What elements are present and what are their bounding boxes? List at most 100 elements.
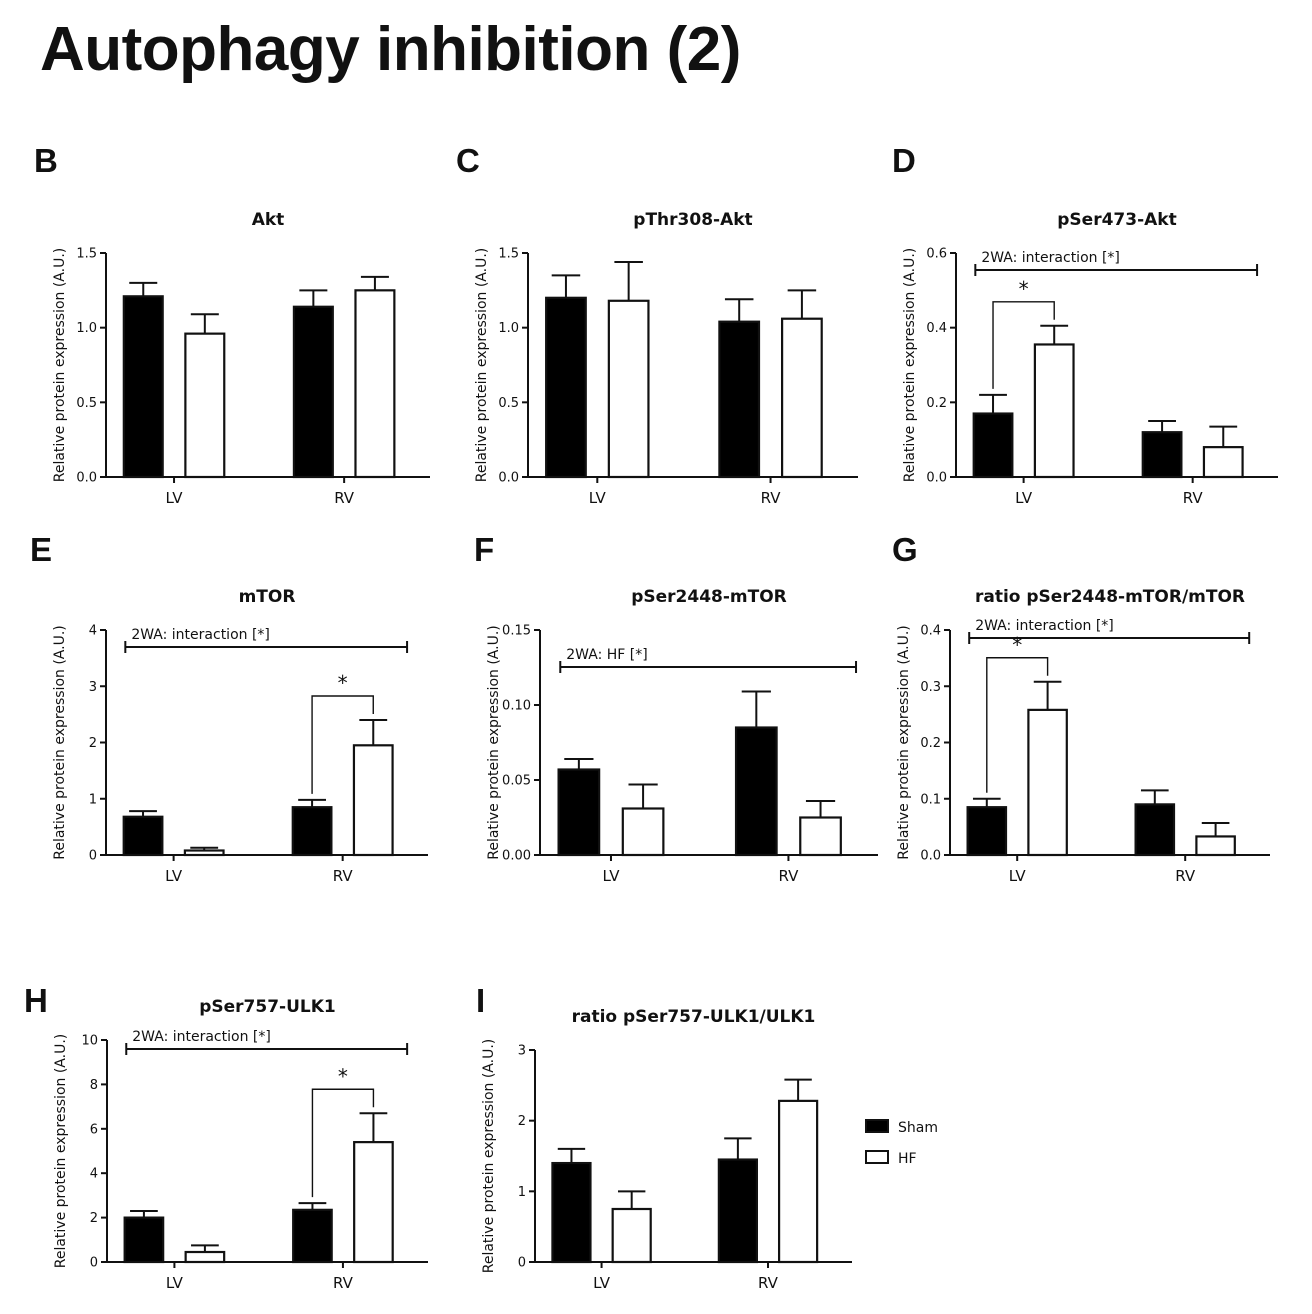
bar-sham-lv bbox=[545, 296, 587, 479]
x-tick-label: RV bbox=[1183, 489, 1204, 507]
significance-star: * bbox=[1012, 633, 1022, 657]
annotation-label: 2WA: interaction [*] bbox=[975, 618, 1114, 634]
y-axis-label: Relative protein expression (A.U.) bbox=[486, 625, 502, 860]
annotation-label: 2WA: HF [*] bbox=[566, 647, 647, 663]
bar-hf-lv bbox=[1027, 708, 1068, 857]
bar-hf-rv bbox=[777, 1099, 819, 1264]
y-tick-label: 3 bbox=[518, 1044, 526, 1059]
y-tick-label: 0.0 bbox=[498, 471, 519, 486]
panel-letter: G bbox=[892, 531, 918, 568]
y-tick-label: 2 bbox=[518, 1114, 526, 1129]
significance-bracket bbox=[311, 695, 374, 794]
bar-sham-lv bbox=[551, 1161, 592, 1264]
bar-sham-lv bbox=[557, 768, 601, 857]
y-tick-label: 0.0 bbox=[76, 471, 97, 486]
x-tick-label: RV bbox=[761, 489, 782, 507]
significance-bracket bbox=[311, 1088, 375, 1198]
panel-letter: F bbox=[474, 531, 494, 568]
x-tick-label: LV bbox=[166, 1274, 184, 1292]
bar-sham-lv bbox=[122, 295, 164, 479]
bar-sham-rv bbox=[292, 305, 334, 479]
x-tick-label: LV bbox=[602, 867, 620, 885]
bar-hf-lv bbox=[607, 299, 650, 479]
legend-swatch-hf bbox=[865, 1150, 889, 1164]
bar-hf-lv bbox=[184, 1250, 226, 1264]
chart-title: pSer757-ULK1 bbox=[199, 997, 336, 1017]
x-tick-label: LV bbox=[165, 867, 183, 885]
bar-sham-lv bbox=[966, 806, 1008, 857]
x-tick-label: LV bbox=[1015, 489, 1033, 507]
bar-hf-lv bbox=[1033, 343, 1075, 479]
x-tick-label: LV bbox=[166, 489, 184, 507]
annotation-label: 2WA: interaction [*] bbox=[131, 627, 270, 643]
significance-bracket bbox=[986, 657, 1049, 793]
panel-letter: C bbox=[456, 142, 480, 179]
y-axis-label: Relative protein expression (A.U.) bbox=[902, 248, 918, 483]
bar-sham-rv bbox=[292, 1208, 333, 1264]
y-tick-label: 0.6 bbox=[926, 247, 947, 262]
bar-sham-rv bbox=[718, 320, 761, 479]
y-tick-label: 1.5 bbox=[498, 247, 519, 262]
y-tick-label: 1 bbox=[89, 792, 97, 807]
y-axis-label: Relative protein expression (A.U.) bbox=[481, 1039, 497, 1274]
y-tick-label: 1.5 bbox=[76, 247, 97, 262]
y-tick-label: 4 bbox=[89, 624, 97, 639]
y-tick-label: 0.2 bbox=[926, 396, 947, 411]
y-axis-label: Relative protein expression (A.U.) bbox=[52, 625, 68, 860]
chart-b: B Akt Relative protein expression (A.U.) 0.… bbox=[34, 142, 430, 507]
chart-title: pSer473-Akt bbox=[1057, 210, 1176, 230]
x-tick-label: RV bbox=[334, 489, 355, 507]
y-tick-label: 1.0 bbox=[76, 321, 97, 336]
y-tick-label: 0.5 bbox=[76, 396, 97, 411]
y-tick-label: 8 bbox=[90, 1078, 98, 1093]
y-tick-label: 4 bbox=[90, 1167, 98, 1182]
y-axis-label: Relative protein expression (A.U.) bbox=[474, 248, 490, 483]
significance-star: * bbox=[338, 671, 348, 695]
bar-hf-rv bbox=[1195, 835, 1236, 857]
chart-title: pThr308-Akt bbox=[633, 210, 752, 230]
significance-star: * bbox=[338, 1064, 348, 1088]
y-axis-label: Relative protein expression (A.U.) bbox=[52, 248, 68, 483]
y-tick-label: 0 bbox=[90, 1256, 98, 1271]
y-tick-label: 0 bbox=[518, 1256, 526, 1271]
y-axis-label: Relative protein expression (A.U.) bbox=[53, 1034, 69, 1269]
significance-star: * bbox=[1019, 277, 1029, 301]
y-tick-label: 0.4 bbox=[920, 624, 941, 639]
chart-title: ratio pSer2448-mTOR/mTOR bbox=[975, 587, 1245, 607]
y-tick-label: 0.1 bbox=[920, 792, 941, 807]
chart-title: Akt bbox=[252, 210, 285, 230]
bar-sham-rv bbox=[734, 726, 778, 857]
page-title: Autophagy inhibition (2) bbox=[40, 15, 741, 84]
x-tick-label: RV bbox=[333, 867, 354, 885]
panel-letter: D bbox=[892, 142, 916, 179]
bar-hf-rv bbox=[799, 816, 842, 857]
y-tick-label: 10 bbox=[81, 1034, 98, 1049]
bar-hf-rv bbox=[354, 289, 396, 479]
y-tick-label: 1.0 bbox=[498, 321, 519, 336]
bar-hf-rv bbox=[1202, 446, 1244, 479]
y-tick-label: 1 bbox=[518, 1185, 526, 1200]
panel-letter: I bbox=[476, 982, 485, 1019]
y-tick-label: 2 bbox=[90, 1211, 98, 1226]
y-tick-label: 0.15 bbox=[502, 624, 531, 639]
bar-sham-lv bbox=[122, 815, 164, 857]
y-tick-label: 0.3 bbox=[920, 680, 941, 695]
chart-title: pSer2448-mTOR bbox=[631, 587, 787, 607]
y-tick-label: 0.00 bbox=[502, 849, 531, 864]
significance-bracket bbox=[992, 301, 1055, 389]
bar-hf-lv bbox=[184, 332, 226, 479]
y-tick-label: 3 bbox=[89, 680, 97, 695]
chart-title: mTOR bbox=[239, 587, 296, 607]
x-tick-label: RV bbox=[333, 1274, 354, 1292]
y-tick-label: 0.2 bbox=[920, 736, 941, 751]
x-tick-label: RV bbox=[1175, 867, 1196, 885]
x-tick-label: RV bbox=[778, 867, 799, 885]
annotation-label: 2WA: interaction [*] bbox=[132, 1029, 271, 1045]
y-tick-label: 2 bbox=[89, 736, 97, 751]
